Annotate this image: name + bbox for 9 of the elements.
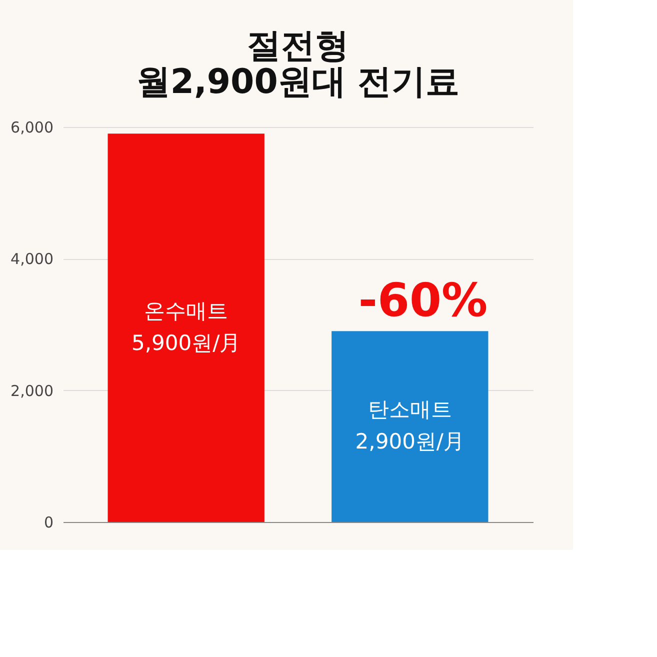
y-tick-label: 0 (44, 514, 54, 532)
x-tick-label: 온수매트 (144, 298, 228, 323)
y-tick-label: 6,000 (10, 118, 54, 136)
y-tick-label: 2,000 (10, 382, 54, 400)
y-tick-label: 4,000 (10, 250, 54, 268)
data-label: 2,900원/月 (355, 430, 465, 454)
annotation: -60% (358, 273, 488, 327)
data-label: 5,900원/月 (131, 330, 241, 355)
x-tick-label: 탄소매트 (368, 398, 452, 422)
